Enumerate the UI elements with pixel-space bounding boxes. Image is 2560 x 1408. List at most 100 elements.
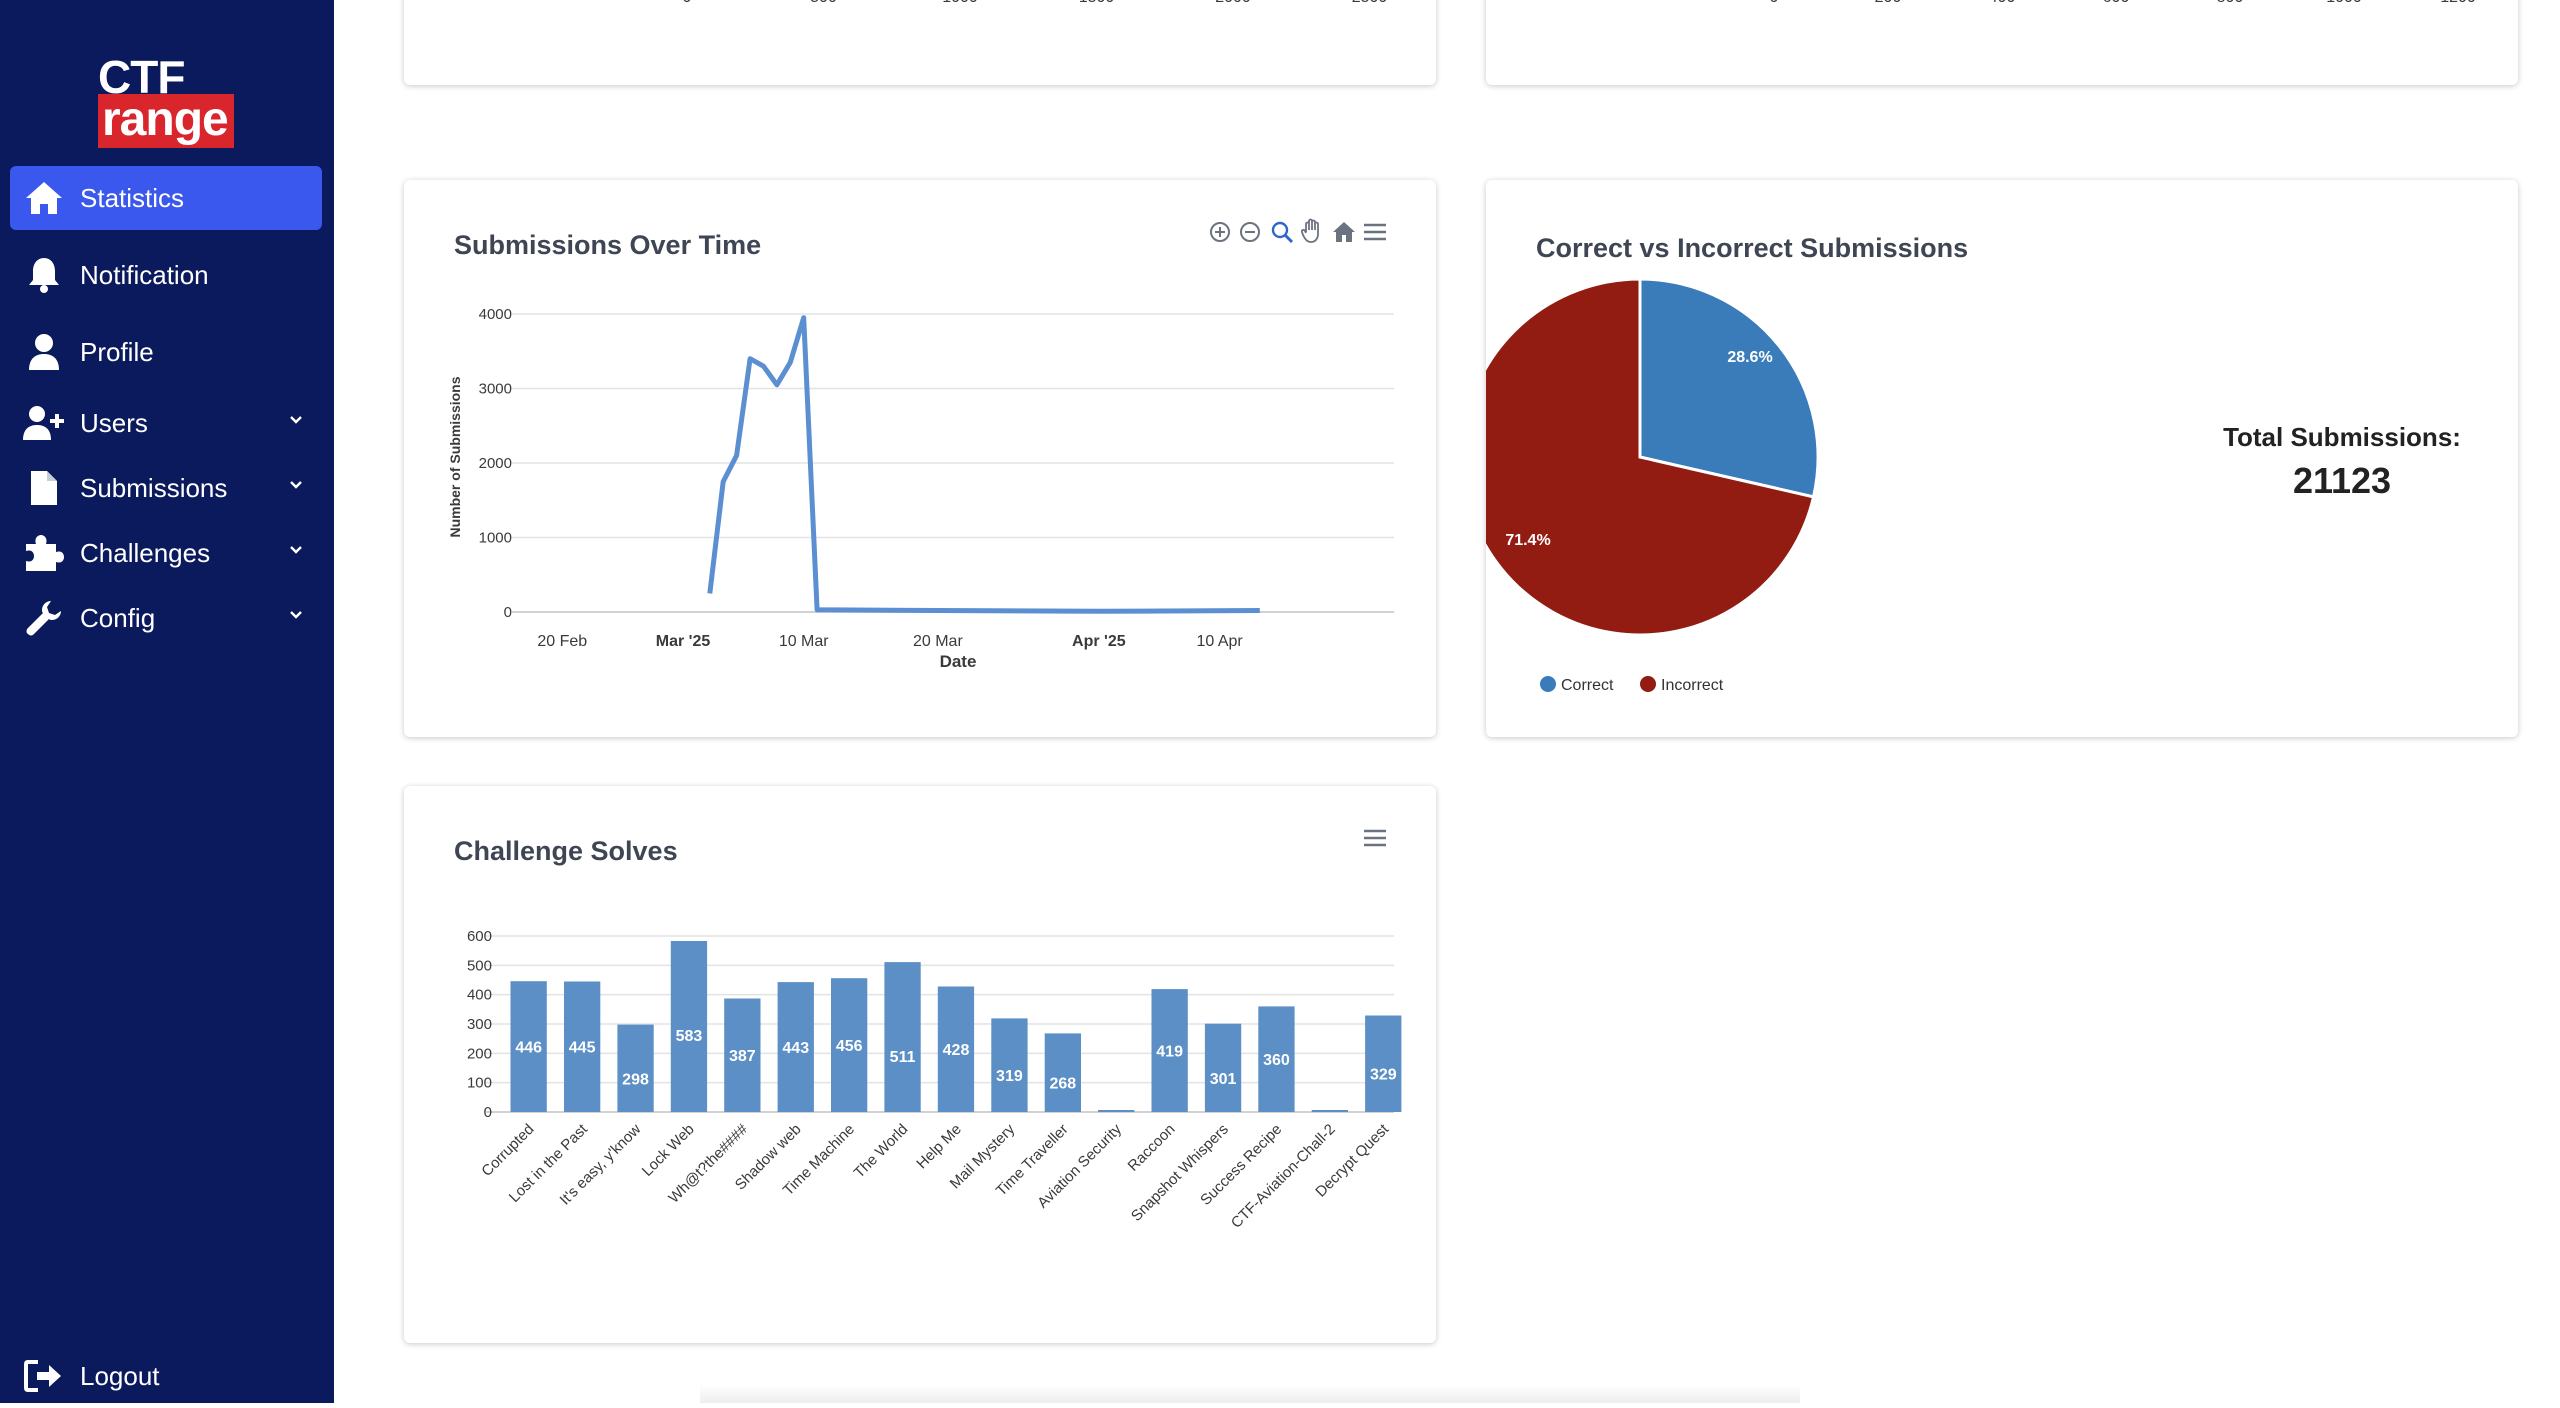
- sidebar-item-config[interactable]: Config: [10, 586, 322, 650]
- y-tick-label: 100: [467, 1075, 492, 1092]
- logo-text-range: range: [98, 94, 234, 148]
- y-axis-label: Number of Submissions: [447, 376, 463, 537]
- x-tick-label: 2500: [1352, 0, 1388, 6]
- bar[interactable]: [937, 986, 975, 1113]
- y-tick-label: 500: [467, 957, 492, 974]
- sidebar-item-label: Config: [80, 602, 156, 633]
- sidebar-item-challenges[interactable]: Challenges: [10, 521, 322, 585]
- chevron-down-icon[interactable]: [288, 541, 304, 557]
- bar[interactable]: [510, 981, 547, 1112]
- bar-data-label: 419: [1156, 1044, 1183, 1061]
- pie-slice-incorrect[interactable]: [1486, 277, 1816, 637]
- card-title: Correct vs Incorrect Submissions: [1536, 233, 1969, 263]
- submissions-pie-chart: 28.6% 71.4% Correct Incorrect: [1486, 277, 1820, 694]
- y-tick-label: 600: [467, 928, 492, 945]
- x-tick-label: 0: [683, 0, 692, 6]
- zoom-select-icon[interactable]: [1270, 220, 1294, 244]
- bar[interactable]: [724, 998, 761, 1113]
- x-tick-label: 1000: [942, 0, 978, 6]
- legend-marker[interactable]: [1640, 676, 1656, 692]
- pan-hand-icon[interactable]: [1300, 218, 1324, 244]
- bar-data-label: 443: [782, 1040, 809, 1057]
- bell-icon: [22, 255, 66, 295]
- top-left-chart-card: 0 500 1000 1500 2000 2500: [404, 0, 1436, 85]
- bar[interactable]: [991, 1018, 1028, 1112]
- pie-slice-correct[interactable]: [1638, 277, 1820, 499]
- bar[interactable]: [777, 982, 814, 1112]
- bar-data-label: 298: [622, 1071, 649, 1088]
- sidebar-item-submissions[interactable]: Submissions: [10, 456, 322, 520]
- bar[interactable]: [831, 978, 868, 1112]
- x-tick-label: 400: [1989, 0, 2016, 6]
- y-tick-label: 200: [467, 1045, 492, 1062]
- bar-data-label: 329: [1370, 1067, 1397, 1084]
- x-tick-label: 20 Mar: [913, 633, 963, 650]
- bar-data-label: 268: [1049, 1076, 1076, 1093]
- legend-marker[interactable]: [1540, 676, 1556, 692]
- card-title: Challenge Solves: [454, 836, 678, 866]
- bar[interactable]: [617, 1024, 654, 1112]
- ctf-range-logo[interactable]: CTF range: [98, 54, 240, 148]
- y-tick-label: 0: [484, 1104, 492, 1121]
- sidebar-item-label: Users: [80, 407, 148, 438]
- bar[interactable]: [670, 941, 708, 1112]
- challenge-solves-bar-chart: 0 100 200 300 400 500 600 446 445 298 583 387 443 45…: [467, 928, 1402, 1232]
- submissions-series-line[interactable]: [707, 315, 1260, 614]
- y-tick-label: 1000: [479, 530, 512, 547]
- sidebar-item-statistics[interactable]: Statistics: [10, 166, 322, 230]
- chevron-down-icon[interactable]: [288, 476, 304, 492]
- x-tick-label: CTF-Aviation-Chall-2: [1228, 1121, 1339, 1232]
- total-submissions-label: Total Submissions:: [2223, 422, 2461, 452]
- x-tick-label: 20 Feb: [537, 633, 587, 650]
- user-icon: [22, 332, 66, 372]
- bar-data-label: 583: [676, 1028, 703, 1045]
- reset-home-icon[interactable]: [1332, 220, 1356, 244]
- logout-label: Logout: [80, 1360, 160, 1391]
- x-tick-label: The World: [851, 1121, 912, 1182]
- menu-icon[interactable]: [1362, 828, 1388, 848]
- sidebar-item-profile[interactable]: Profile: [10, 320, 322, 384]
- card-title: Submissions Over Time: [454, 230, 762, 260]
- bar-data-label: 445: [569, 1040, 596, 1057]
- bar[interactable]: [1204, 1023, 1242, 1112]
- x-tick-label: 500: [810, 0, 837, 6]
- zoom-out-icon[interactable]: [1238, 220, 1262, 244]
- x-tick-label: 1200: [2440, 0, 2476, 6]
- bar-data-label: 360: [1263, 1052, 1290, 1069]
- bar-data-label: 511: [890, 1049, 916, 1066]
- x-tick-label: 0: [1770, 0, 1779, 6]
- x-axis-label: Date: [940, 652, 977, 671]
- submissions-over-time-card: Submissions Over Time 0 1000 2000 3000 4000 …: [404, 180, 1436, 737]
- y-tick-label: 0: [504, 604, 512, 621]
- bar[interactable]: [1151, 989, 1188, 1112]
- puzzle-icon: [22, 533, 66, 573]
- bar[interactable]: [884, 962, 921, 1112]
- x-tick-label: 1000: [2326, 0, 2362, 6]
- y-tick-label: 2000: [479, 455, 512, 472]
- user-plus-icon: [22, 403, 66, 443]
- bar-data-label: 456: [836, 1038, 863, 1055]
- x-tick-label: Snapshot Whispers: [1128, 1121, 1232, 1225]
- pie-data-label: 28.6%: [1727, 349, 1772, 366]
- bar[interactable]: [564, 981, 601, 1113]
- chevron-down-icon[interactable]: [288, 606, 304, 622]
- sidebar-item-label: Submissions: [80, 472, 228, 503]
- sidebar-item-users[interactable]: Users: [10, 391, 322, 455]
- submissions-line-chart: 0 1000 2000 3000 4000 20 Feb Mar '25 10 Mar 20 …: [447, 306, 1394, 671]
- bar-data-label: 428: [943, 1042, 970, 1059]
- y-tick-label: 3000: [479, 381, 512, 398]
- sidebar-item-label: Notification: [80, 259, 209, 290]
- legend-label-incorrect[interactable]: Incorrect: [1661, 677, 1724, 694]
- zoom-in-icon[interactable]: [1208, 220, 1232, 244]
- menu-icon[interactable]: [1362, 222, 1388, 242]
- logout-button[interactable]: Logout: [10, 1344, 322, 1408]
- file-icon: [22, 468, 66, 508]
- chevron-down-icon[interactable]: [288, 411, 304, 427]
- y-tick-label: 4000: [479, 306, 512, 323]
- legend-label-correct[interactable]: Correct: [1561, 677, 1614, 694]
- bar[interactable]: [1044, 1033, 1081, 1112]
- top-left-axis: 0 500 1000 1500 2000 2500: [683, 0, 1388, 6]
- bar[interactable]: [1365, 1015, 1402, 1113]
- sidebar-item-notification[interactable]: Notification: [10, 243, 322, 307]
- bar[interactable]: [1258, 1006, 1295, 1112]
